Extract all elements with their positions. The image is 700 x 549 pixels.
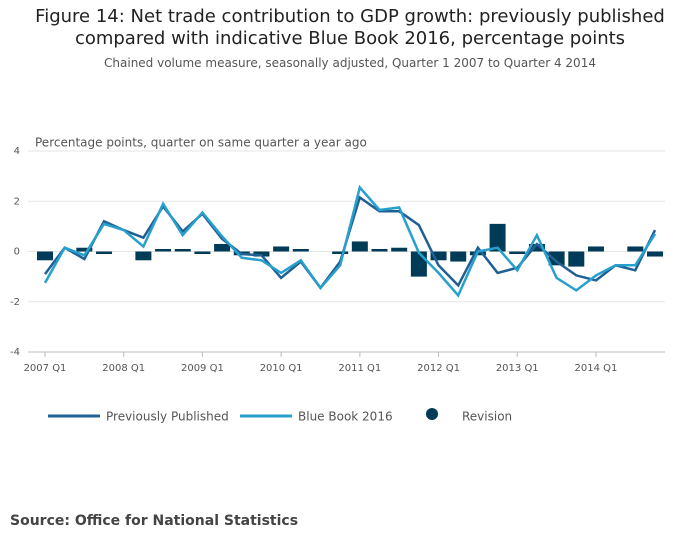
bar <box>194 251 211 255</box>
legend-label: Previously Published <box>106 410 229 424</box>
bar <box>509 251 526 255</box>
bar <box>647 251 663 257</box>
bar <box>450 251 467 262</box>
bar <box>332 251 349 255</box>
bar <box>391 247 408 252</box>
bar <box>627 246 644 252</box>
source: Source: Office for National Statistics <box>10 513 299 529</box>
bar <box>292 248 309 252</box>
legend-swatch <box>426 408 438 420</box>
legend-label: Revision <box>462 410 512 424</box>
chart-title: Figure 14: Net trade contribution to GDP… <box>35 6 665 49</box>
bar <box>253 251 270 257</box>
x-tick-label: 2009 Q1 <box>181 363 224 374</box>
bar <box>371 248 388 252</box>
line <box>43 184 657 298</box>
y-tick-label: 2 <box>14 196 20 207</box>
x-tick-label: 2014 Q1 <box>575 363 618 374</box>
bar <box>568 251 585 267</box>
line <box>43 195 657 290</box>
bar <box>37 251 53 261</box>
bar <box>587 246 604 252</box>
bar <box>76 247 93 252</box>
bar <box>214 243 231 252</box>
bar <box>174 248 191 252</box>
x-tick-label: 2012 Q1 <box>417 363 460 374</box>
bar <box>96 251 113 255</box>
bar <box>351 241 368 252</box>
bar <box>489 223 506 252</box>
x-tick-label: 2011 Q1 <box>338 363 381 374</box>
legend-label: Blue Book 2016 <box>298 410 393 424</box>
chart-subtitle: Chained volume measure, seasonally adjus… <box>104 56 596 70</box>
bar <box>430 251 447 261</box>
x-tick-label: 2008 Q1 <box>102 363 145 374</box>
bar <box>528 243 545 252</box>
y-tick-label: 0 <box>14 247 20 258</box>
bar <box>548 251 565 266</box>
x-tick-label: 2010 Q1 <box>260 363 303 374</box>
bar <box>135 251 152 261</box>
x-tick-label: 2007 Q1 <box>24 363 67 374</box>
y-tick-label: -4 <box>10 347 20 358</box>
bar <box>155 248 172 252</box>
y-tick-label: 4 <box>14 146 20 157</box>
x-tick-label: 2013 Q1 <box>496 363 539 374</box>
y-axis-label: Percentage points, quarter on same quart… <box>35 136 367 150</box>
y-tick-label: -2 <box>10 297 20 308</box>
bar <box>273 246 290 252</box>
bar <box>410 251 427 277</box>
